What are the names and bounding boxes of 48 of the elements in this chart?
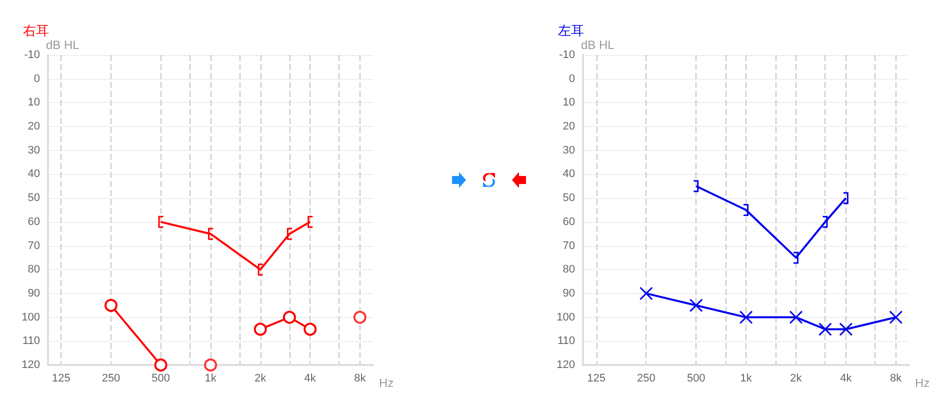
y-tick-label: 90 (28, 287, 40, 300)
x-axis-title: Hz (915, 376, 930, 390)
x-tick-label: 250 (102, 372, 120, 384)
y-tick-label: 0 (34, 72, 40, 85)
y-axis-title: dB HL (581, 38, 615, 52)
x-tick-label: 1k (204, 372, 217, 384)
y-tick-label: 10 (562, 96, 575, 109)
y-tick-label: 60 (28, 216, 40, 228)
y-tick-label: 100 (556, 311, 575, 324)
x-tick-label: 500 (686, 372, 706, 384)
y-tick-label: 30 (562, 144, 575, 156)
y-axis-title: dB HL (46, 38, 80, 52)
y-tick-label: 100 (22, 311, 40, 324)
x-tick-label: 4k (304, 372, 316, 384)
y-tick-label: 80 (28, 264, 40, 276)
y-tick-label: 40 (28, 168, 40, 180)
x-tick-label: 500 (152, 372, 170, 384)
x-tick-label: 250 (637, 372, 656, 384)
x-tick-label: 8k (354, 372, 366, 384)
y-tick-label: 110 (22, 335, 40, 348)
x-tick-label: 8k (890, 372, 902, 384)
x-tick-label: 125 (52, 372, 70, 384)
y-tick-label: 120 (22, 359, 40, 371)
y-tick-label: 80 (562, 264, 575, 276)
x-tick-label: 4k (840, 372, 852, 384)
y-tick-label: 110 (557, 335, 575, 348)
y-tick-label: 90 (562, 287, 575, 300)
y-tick-label: 120 (556, 359, 575, 371)
y-tick-label: 30 (28, 144, 40, 156)
y-tick-label: 0 (568, 72, 575, 85)
chart-title: 右耳 (23, 24, 49, 39)
y-tick-label: 60 (562, 216, 575, 228)
x-tick-label: 125 (587, 372, 606, 384)
x-tick-label: 2k (790, 372, 802, 384)
y-tick-label: 40 (562, 168, 575, 180)
y-tick-label: 10 (28, 96, 40, 109)
y-tick-label: 70 (562, 240, 575, 252)
chart-title: 左耳 (558, 24, 584, 39)
y-tick-label: -10 (559, 49, 575, 61)
y-tick-label: 20 (28, 120, 40, 133)
y-tick-label: -10 (24, 49, 40, 61)
x-tick-label: 2k (254, 372, 267, 384)
y-tick-label: 50 (28, 192, 40, 204)
y-tick-label: 50 (562, 192, 575, 204)
y-tick-label: 70 (28, 240, 40, 252)
x-axis-title: Hz (379, 376, 394, 390)
y-tick-label: 20 (562, 120, 575, 133)
x-tick-label: 1k (740, 372, 752, 384)
